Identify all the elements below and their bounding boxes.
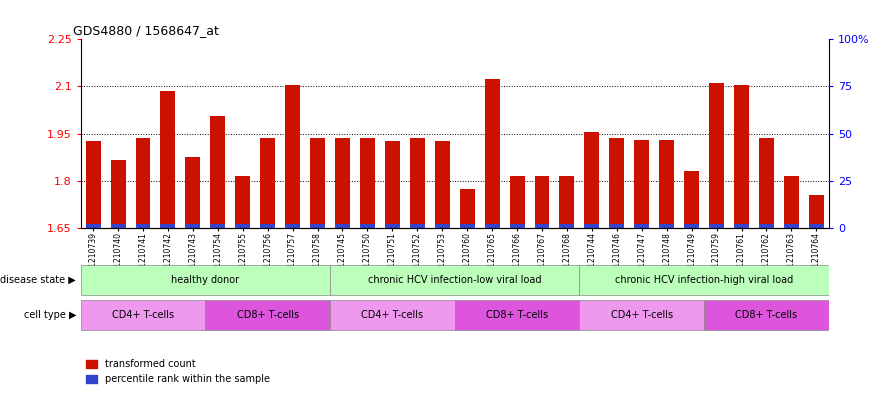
Bar bbox=[485, 79, 500, 228]
Bar bbox=[559, 176, 574, 228]
Bar bbox=[609, 138, 625, 228]
Text: CD8+ T-cells: CD8+ T-cells bbox=[736, 310, 797, 320]
Bar bbox=[330, 265, 580, 295]
Bar bbox=[335, 224, 350, 228]
Bar bbox=[734, 85, 749, 228]
Bar bbox=[685, 171, 699, 228]
Bar bbox=[236, 224, 250, 228]
Bar bbox=[285, 85, 300, 228]
Bar bbox=[409, 138, 425, 228]
Bar bbox=[455, 300, 580, 331]
Bar bbox=[211, 116, 225, 228]
Bar bbox=[809, 224, 823, 228]
Bar bbox=[260, 138, 275, 228]
Bar bbox=[535, 224, 549, 228]
Bar bbox=[659, 224, 674, 228]
Text: healthy donor: healthy donor bbox=[171, 275, 239, 285]
Bar bbox=[634, 224, 650, 228]
Bar bbox=[460, 224, 475, 228]
Bar bbox=[704, 300, 829, 331]
Text: cell type ▶: cell type ▶ bbox=[23, 310, 76, 320]
Bar bbox=[86, 224, 100, 228]
Bar bbox=[236, 176, 250, 228]
Text: CD4+ T-cells: CD4+ T-cells bbox=[361, 310, 424, 320]
Text: disease state ▶: disease state ▶ bbox=[0, 275, 76, 285]
Bar bbox=[110, 160, 125, 228]
Text: chronic HCV infection-low viral load: chronic HCV infection-low viral load bbox=[368, 275, 541, 285]
Bar bbox=[435, 224, 450, 228]
Bar bbox=[460, 189, 475, 228]
Bar bbox=[759, 138, 774, 228]
Bar bbox=[360, 224, 375, 228]
Bar bbox=[160, 91, 176, 228]
Bar bbox=[784, 176, 799, 228]
Bar bbox=[784, 224, 799, 228]
Bar bbox=[335, 138, 350, 228]
Bar bbox=[734, 224, 749, 228]
Bar bbox=[510, 176, 524, 228]
Bar bbox=[809, 195, 823, 228]
Bar bbox=[385, 224, 400, 228]
Text: CD8+ T-cells: CD8+ T-cells bbox=[237, 310, 298, 320]
Bar bbox=[160, 224, 176, 228]
Bar bbox=[110, 224, 125, 228]
Bar bbox=[685, 224, 699, 228]
Bar bbox=[659, 140, 674, 228]
Bar bbox=[310, 224, 325, 228]
Bar bbox=[409, 224, 425, 228]
Bar bbox=[135, 224, 151, 228]
Bar bbox=[211, 224, 225, 228]
Bar bbox=[385, 141, 400, 228]
Bar bbox=[81, 265, 330, 295]
Bar bbox=[584, 132, 599, 228]
Bar bbox=[135, 138, 151, 228]
Text: chronic HCV infection-high viral load: chronic HCV infection-high viral load bbox=[615, 275, 793, 285]
Bar bbox=[759, 224, 774, 228]
Bar bbox=[609, 224, 625, 228]
Bar bbox=[185, 224, 201, 228]
Text: CD8+ T-cells: CD8+ T-cells bbox=[486, 310, 548, 320]
Bar bbox=[81, 300, 205, 331]
Text: CD4+ T-cells: CD4+ T-cells bbox=[611, 310, 673, 320]
Text: GDS4880 / 1568647_at: GDS4880 / 1568647_at bbox=[73, 24, 219, 37]
Bar bbox=[510, 224, 524, 228]
Bar bbox=[435, 141, 450, 228]
Bar bbox=[285, 224, 300, 228]
Bar bbox=[634, 140, 650, 228]
Bar bbox=[709, 83, 724, 228]
Bar bbox=[485, 224, 500, 228]
Bar bbox=[310, 138, 325, 228]
Bar bbox=[185, 157, 201, 228]
Bar bbox=[360, 138, 375, 228]
Bar bbox=[260, 224, 275, 228]
Text: CD4+ T-cells: CD4+ T-cells bbox=[112, 310, 174, 320]
Legend: transformed count, percentile rank within the sample: transformed count, percentile rank withi… bbox=[85, 359, 270, 384]
Bar bbox=[330, 300, 455, 331]
Bar bbox=[559, 224, 574, 228]
Bar bbox=[584, 224, 599, 228]
Bar bbox=[580, 265, 829, 295]
Bar bbox=[709, 224, 724, 228]
Bar bbox=[535, 176, 549, 228]
Bar bbox=[580, 300, 704, 331]
Bar bbox=[205, 300, 330, 331]
Bar bbox=[86, 141, 100, 228]
